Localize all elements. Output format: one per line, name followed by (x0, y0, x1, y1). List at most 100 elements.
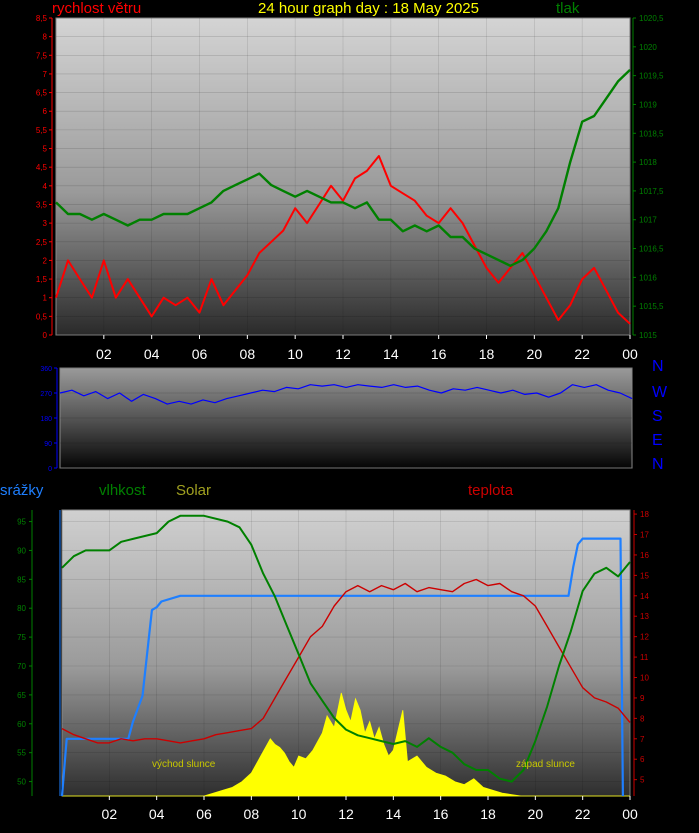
pressure-tick-label: 1016,5 (639, 245, 664, 254)
wind-tick-label: 6,5 (36, 89, 48, 98)
direction-tick-label: 90 (44, 441, 52, 448)
temperature-tick-label: 11 (640, 653, 649, 662)
wind-tick-label: 3,5 (36, 200, 48, 209)
temperature-tick-label: 15 (640, 571, 649, 580)
solar-series (62, 692, 630, 797)
time-tick-label: 04 (144, 346, 160, 362)
wind-tick-label: 4 (43, 182, 48, 191)
pressure-tick-label: 1015,5 (639, 302, 664, 311)
temperature-tick-label: 9 (640, 694, 645, 703)
wind-direction-series (59, 384, 633, 405)
time-tick-label: 08 (240, 346, 256, 362)
humidity-tick-label: 80 (17, 604, 26, 613)
temperature-tick-label: 14 (640, 592, 649, 601)
wind-speed-series (55, 155, 631, 325)
compass-n-top: N (652, 358, 664, 375)
humidity-tick-label: 55 (17, 749, 26, 758)
time-tick-label: 22 (574, 346, 590, 362)
temperature-label: teplota (468, 482, 514, 499)
humidity-tick-label: 50 (17, 778, 26, 787)
humidity-tick-label: 75 (17, 633, 26, 642)
time-tick-label: 18 (479, 346, 495, 362)
direction-tick-label: 270 (40, 391, 52, 398)
pressure-tick-label: 1015 (639, 331, 657, 340)
time-tick-label: 08 (244, 806, 260, 822)
temperature-tick-label: 10 (640, 674, 649, 683)
wind-tick-label: 7,5 (36, 51, 48, 60)
humidity-tick-label: 85 (17, 575, 26, 584)
time-tick-label: 06 (196, 806, 212, 822)
wind-speed-label: rychlost větru (52, 0, 142, 17)
pressure-tick-label: 1016 (639, 273, 657, 282)
pressure-tick-label: 1020 (639, 43, 657, 52)
time-tick-label: 06 (192, 346, 208, 362)
wind-direction-plot-area (59, 367, 633, 469)
time-tick-label: 12 (335, 346, 351, 362)
pressure-tick-label: 1020,5 (639, 14, 664, 23)
time-tick-label: 12 (338, 806, 354, 822)
solar-label: Solar (176, 482, 212, 499)
wind-tick-label: 0 (43, 331, 48, 340)
time-tick-label: 02 (102, 806, 118, 822)
time-tick-label: 18 (480, 806, 496, 822)
wind-tick-label: 2,5 (36, 238, 48, 247)
compass-w: W (652, 384, 668, 401)
time-tick-label: 02 (96, 346, 112, 362)
pressure-tick-label: 1019 (639, 100, 657, 109)
humidity-series (61, 514, 631, 783)
temperature-tick-label: 6 (640, 755, 645, 764)
pressure-tick-label: 1019,5 (639, 72, 664, 81)
temperature-tick-label: 16 (640, 551, 649, 560)
time-tick-label: 14 (386, 806, 402, 822)
time-tick-label: 22 (575, 806, 591, 822)
wind-pressure-plot-area (55, 17, 631, 336)
wind-tick-label: 3 (43, 219, 48, 228)
temperature-tick-label: 12 (640, 633, 649, 642)
pressure-tick-label: 1018 (639, 158, 657, 167)
pressure-series (55, 69, 631, 267)
wind-tick-label: 7 (43, 70, 48, 79)
time-tick-label: 00 (622, 806, 638, 822)
pressure-label: tlak (556, 0, 580, 17)
compass-s: S (652, 408, 663, 425)
chart-title: 24 hour graph day : 18 May 2025 (258, 0, 479, 17)
time-tick-label: 04 (149, 806, 165, 822)
compass-e: E (652, 432, 663, 449)
wind-tick-label: 5 (43, 145, 48, 154)
wind-tick-label: 1 (43, 294, 48, 303)
humidity-tick-label: 65 (17, 691, 26, 700)
pressure-tick-label: 1017,5 (639, 187, 664, 196)
direction-tick-label: 180 (40, 416, 52, 423)
temperature-tick-label: 18 (640, 510, 649, 519)
precipitation-series (60, 537, 624, 797)
time-tick-label: 20 (527, 346, 543, 362)
compass-n-bottom: N (652, 456, 664, 473)
wind-tick-label: 8,5 (36, 14, 48, 23)
direction-tick-label: 360 (40, 366, 52, 373)
time-tick-label: 10 (291, 806, 307, 822)
temperature-tick-label: 13 (640, 612, 649, 621)
wind-tick-label: 8 (43, 33, 48, 42)
time-tick-label: 16 (431, 346, 447, 362)
time-tick-label: 10 (287, 346, 303, 362)
humidity-label: vlhkost (99, 482, 146, 499)
sunrise-annotation: východ slunce (152, 759, 216, 770)
humidity-tick-label: 90 (17, 546, 26, 555)
sunset-annotation: západ slunce (516, 759, 575, 770)
pressure-tick-label: 1017 (639, 216, 657, 225)
wind-tick-label: 1,5 (36, 275, 48, 284)
humidity-tick-label: 95 (17, 518, 26, 527)
temperature-series (61, 578, 631, 744)
temperature-tick-label: 8 (640, 714, 645, 723)
wind-tick-label: 5,5 (36, 126, 48, 135)
wind-tick-label: 0,5 (36, 312, 48, 321)
pressure-tick-label: 1018,5 (639, 129, 664, 138)
direction-tick-label: 0 (48, 466, 52, 473)
wind-tick-label: 6 (43, 107, 48, 116)
temperature-tick-label: 17 (640, 531, 649, 540)
precip-label: srážky (0, 482, 44, 499)
temperature-tick-label: 7 (640, 735, 645, 744)
wind-tick-label: 4,5 (36, 163, 48, 172)
time-tick-label: 20 (528, 806, 544, 822)
